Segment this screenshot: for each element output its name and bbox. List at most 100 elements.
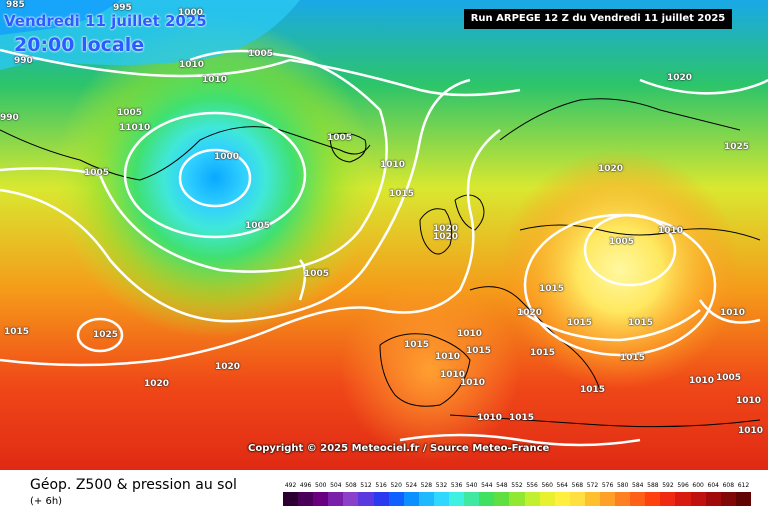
isobar-label: 1005 [304,269,330,279]
color-scale: 492 496 500 504 508 512 516 520 524 528 532 536 540 5… [283,482,751,508]
color-scale-cell [433,492,450,506]
isobar-label: 1015 [620,353,646,363]
color-scale-cell [358,492,374,506]
isobars [0,48,768,447]
color-scale-value: 560 [541,482,553,489]
color-scale-value: 528 [420,482,433,489]
color-scale-cell [599,492,616,506]
color-scale-value: 588 [647,482,659,489]
isobar-label: 1015 [567,318,593,328]
color-scale-cell [705,492,721,506]
isobar-label: 11010 [119,123,151,133]
isobar-label: 1010 [736,396,762,406]
color-scale-cell [524,492,540,506]
isobar-label: 1010 [738,426,764,436]
color-scale-cell [328,492,344,506]
color-scale-cell [494,492,510,506]
legend-subtitle: (+ 6h) [30,496,63,507]
color-scale-cell [615,492,631,506]
color-scale-value: 568 [571,482,584,489]
color-scale-value: 516 [375,482,387,489]
isobar-label: 1020 [667,73,693,83]
color-scale-value: 592 [662,482,674,489]
isobar-label: 1010 [457,329,483,339]
color-scale-cell [630,492,646,506]
color-scale-cell [584,492,600,506]
color-scale-value: 580 [616,482,629,489]
isobar-label: 1015 [628,318,654,328]
weather-map: Vendredi 11 juillet 2025 20:00 locale Ru… [0,0,768,470]
isobar-label: 1020 [144,379,170,389]
isobar-label: 1015 [530,348,556,358]
color-scale-cell [720,492,736,506]
color-scale-value: 572 [586,482,599,489]
isobar-label: 1010 [720,308,746,318]
color-scale-cell [388,492,404,506]
color-scale-cell [343,492,359,506]
color-scale-cell [690,492,706,506]
isobar-label: 1015 [580,385,606,395]
color-scale-value: 576 [601,482,614,489]
color-scale-cell [298,492,314,506]
color-scale-value: 500 [315,482,327,489]
isobar-label: 1005 [327,133,353,143]
isobar-label: 1020 [517,308,543,318]
isobar-label: 995 [113,3,132,13]
color-scale-value: 552 [511,482,523,489]
color-scale-cell [675,492,691,506]
isobar-label: 1010 [440,370,466,380]
coastlines [0,98,761,428]
isobar-label: 1000 [178,8,204,18]
color-scale-bar [283,492,751,506]
isobar-label: 985 [6,0,25,10]
isobar-label: 1025 [724,142,750,152]
legend-footer: Géop. Z500 & pression au sol (+ 6h) 492 4… [0,470,768,512]
color-scale-value: 608 [722,482,735,489]
isobar-label: 1015 [404,340,430,350]
isobar-label: 1005 [117,108,143,118]
isobar-label: 990 [0,113,19,123]
color-scale-cell [403,492,419,506]
color-scale-value: 512 [360,482,372,489]
isobar-label: 1010 [435,352,461,362]
isobar-label: 1010 [477,413,503,423]
isobar-label: 1025 [93,330,119,340]
color-scale-value: 540 [465,482,478,489]
color-scale-value: 556 [526,482,538,489]
isobar-label: 1005 [84,168,110,178]
color-scale-value: 612 [737,482,750,489]
color-scale-value: 564 [556,482,568,489]
color-scale-cell [509,492,525,506]
geopotential-field [0,0,768,470]
isobar-label: 1005 [245,221,271,231]
isobar-label: 1015 [539,284,565,294]
color-scale-value: 492 [284,482,297,489]
legend-title: Géop. Z500 & pression au sol [30,477,237,493]
color-scale-cell [660,492,676,506]
isobar-label: 1015 [466,346,492,356]
color-scale-labels: 492 496 500 504 508 512 516 520 524 528 532 536 540 5… [283,482,751,491]
isobar-label: 1015 [389,189,415,199]
isobar-label: 1000 [214,152,240,162]
run-info-label: Run ARPEGE 12 Z du Vendredi 11 juillet 2… [464,9,732,29]
color-scale-cell [539,492,555,506]
isobar-label: 1005 [609,237,635,247]
isobar-label: 1010 [689,376,715,386]
forecast-time: 20:00 locale [14,34,145,56]
color-scale-cell [373,492,389,506]
color-scale-cell [313,492,329,506]
color-scale-cell [569,492,585,506]
isobar-label: 1010 [202,75,228,85]
isobar-label: 1020 [598,164,624,174]
color-scale-value: 604 [707,482,719,489]
isobar-label: 1010 [460,378,486,388]
isobar-label: 1020 [215,362,241,372]
color-scale-value: 508 [345,482,357,489]
isobar-label: 1010 [179,60,205,70]
copyright-notice: Copyright © 2025 Meteociel.fr / Source M… [248,443,550,454]
color-scale-cell [464,492,480,506]
color-scale-value: 548 [496,482,508,489]
color-scale-cell [735,492,751,506]
isobar-label: 1015 [4,327,30,337]
isobar-label: 1010 [658,226,684,236]
